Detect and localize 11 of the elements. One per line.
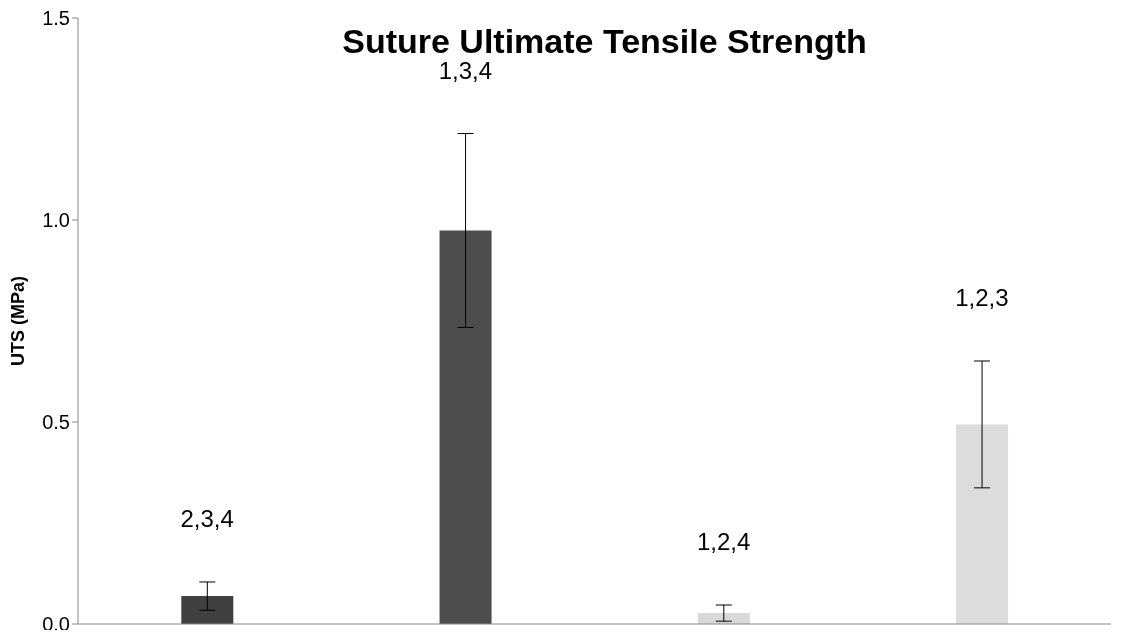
annotation: 2,3,4 <box>180 504 234 532</box>
bar <box>181 596 234 624</box>
annotation: 1,2,4 <box>696 528 751 556</box>
annotation: 1,2,3 <box>955 284 1009 311</box>
y-tick-label: 1.0 <box>42 209 70 232</box>
bar <box>697 613 750 624</box>
y-tick-label: 0.5 <box>42 411 70 434</box>
y-tick-label: 1.5 <box>42 7 70 30</box>
bar <box>439 230 492 624</box>
bar <box>956 424 1009 624</box>
y-axis-title: UTS (MPa) <box>8 275 29 366</box>
